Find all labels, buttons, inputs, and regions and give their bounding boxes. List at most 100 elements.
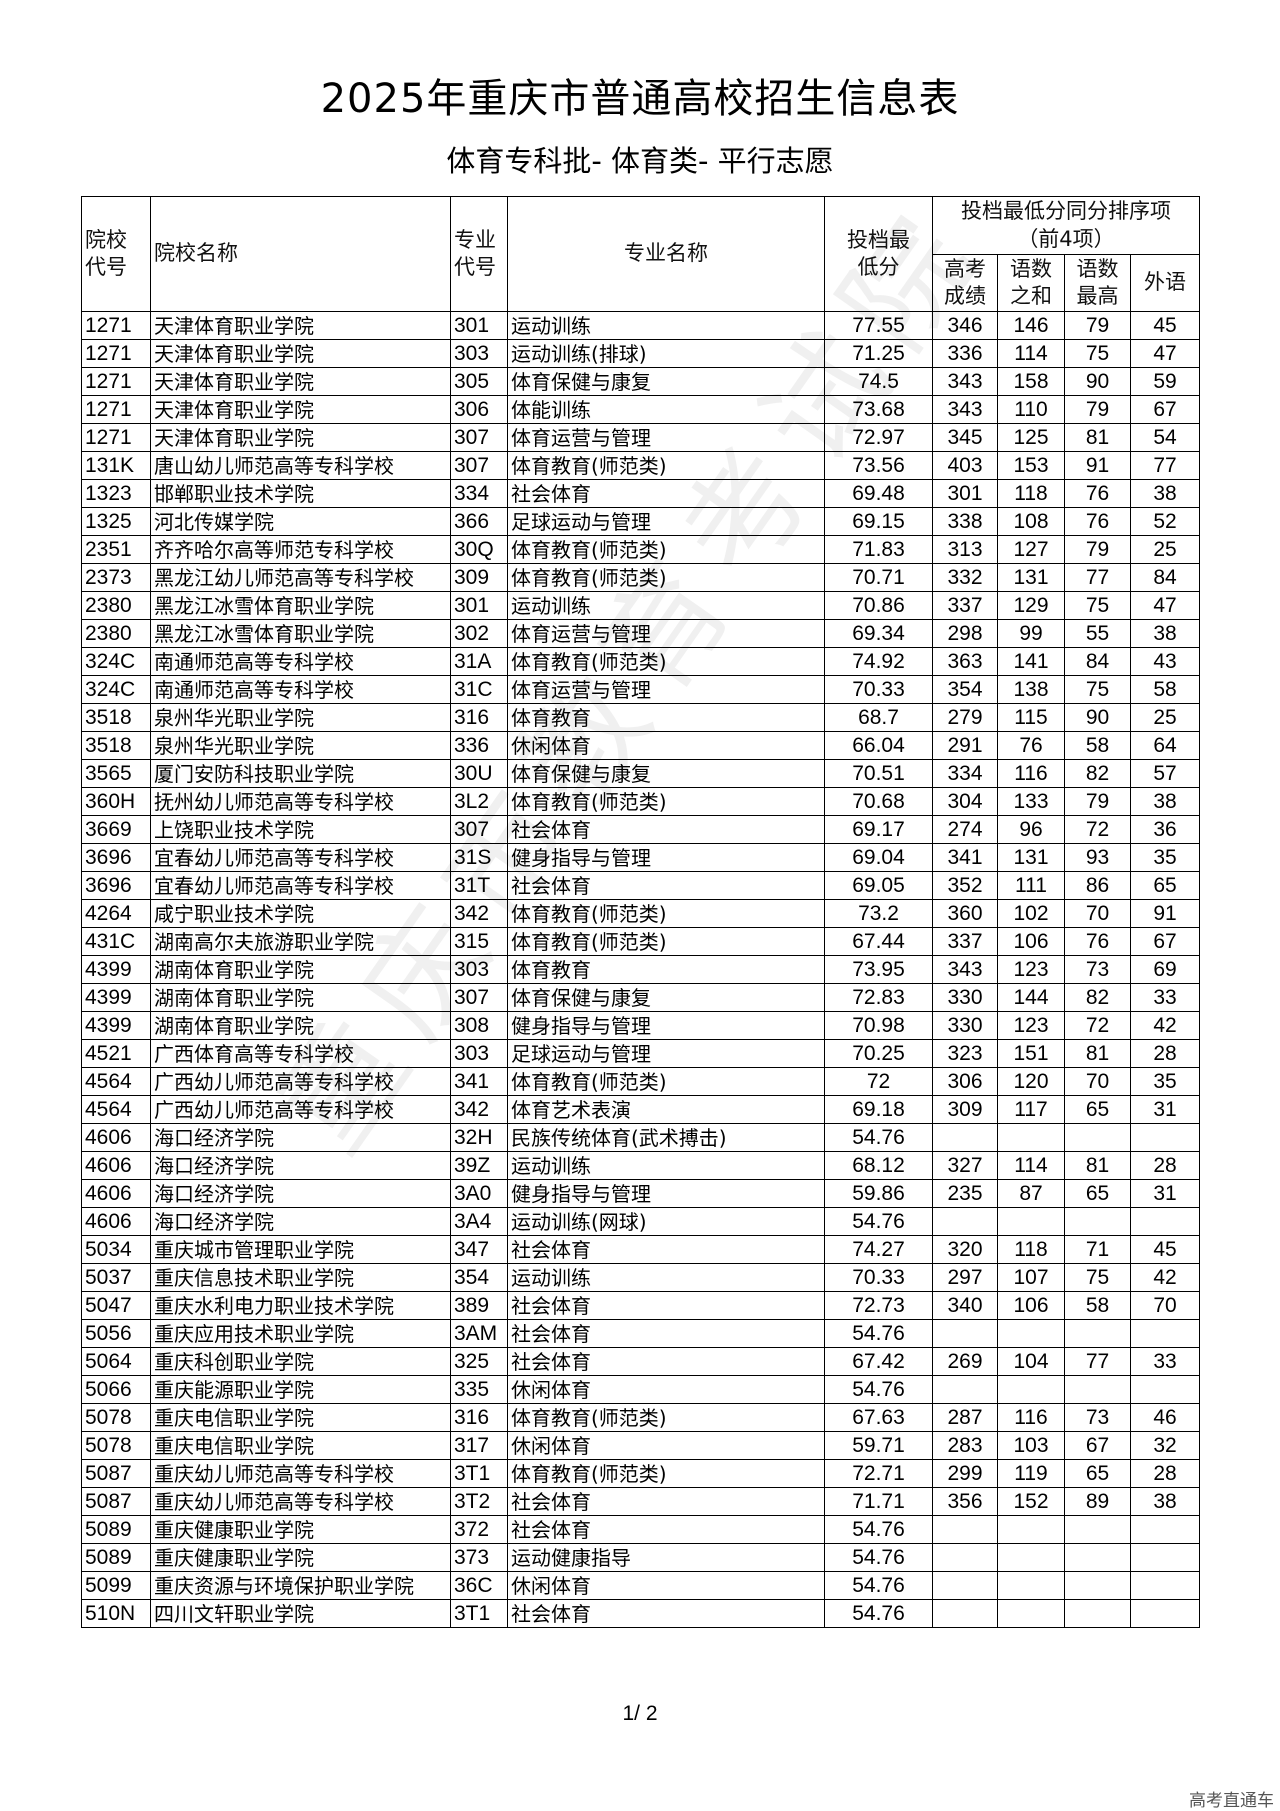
- school-code-cell: 4606: [81, 1123, 151, 1152]
- foreign-score-cell: [1130, 1599, 1200, 1628]
- major-name-cell: 社会体育: [507, 1599, 825, 1628]
- min-score-cell: 67.44: [824, 927, 933, 956]
- school-code-cell: 1271: [81, 395, 151, 424]
- table-row: 5034 重庆城市管理职业学院 347 社会体育 74.27 320 118 71 45: [81, 1235, 1200, 1264]
- table-row: 4264 咸宁职业技术学院 342 体育教育(师范类) 73.2 360 102 70 91: [81, 899, 1200, 928]
- chn-math-max-cell: [1064, 1319, 1131, 1348]
- min-score-cell: 70.98: [824, 1011, 933, 1040]
- gaokao-score-cell: 346: [932, 311, 998, 340]
- min-score-cell: 71.83: [824, 535, 933, 564]
- school-name-cell: 泉州华光职业学院: [150, 731, 451, 760]
- major-name-cell: 运动训练: [507, 1263, 825, 1292]
- table-row: 4521 广西体育高等专科学校 303 足球运动与管理 70.25 323 151 81 28: [81, 1039, 1200, 1068]
- header-chn-math-max: 语数最高: [1064, 254, 1131, 312]
- table-row: 4606 海口经济学院 32H 民族传统体育(武术搏击) 54.76: [81, 1123, 1200, 1152]
- table-row: 3696 宜春幼儿师范高等专科学校 31T 社会体育 69.05 352 111 86 65: [81, 871, 1200, 900]
- min-score-cell: 69.15: [824, 507, 933, 536]
- gaokao-score-cell: 287: [932, 1403, 998, 1432]
- school-name-cell: 湖南体育职业学院: [150, 955, 451, 984]
- table-row: 1271 天津体育职业学院 306 体能训练 73.68 343 110 79 67: [81, 395, 1200, 424]
- chn-math-max-cell: 84: [1064, 647, 1131, 676]
- min-score-cell: 70.25: [824, 1039, 933, 1068]
- foreign-score-cell: [1130, 1375, 1200, 1404]
- min-score-cell: 69.18: [824, 1095, 933, 1124]
- school-code-cell: 510N: [81, 1599, 151, 1628]
- foreign-score-cell: [1130, 1571, 1200, 1600]
- major-code-cell: 335: [450, 1375, 508, 1404]
- school-name-cell: 黑龙江冰雪体育职业学院: [150, 619, 451, 648]
- table-row: 4606 海口经济学院 39Z 运动训练 68.12 327 114 81 28: [81, 1151, 1200, 1180]
- major-name-cell: 社会体育: [507, 479, 825, 508]
- min-score-cell: 54.76: [824, 1599, 933, 1628]
- major-name-cell: 体育保健与康复: [507, 759, 825, 788]
- major-code-cell: 3A0: [450, 1179, 508, 1208]
- school-code-cell: 5034: [81, 1235, 151, 1264]
- table-row: 4399 湖南体育职业学院 307 体育保健与康复 72.83 330 144 82 33: [81, 983, 1200, 1012]
- min-score-cell: 54.76: [824, 1515, 933, 1544]
- foreign-score-cell: 25: [1130, 703, 1200, 732]
- gaokao-score-cell: 279: [932, 703, 998, 732]
- table-row: 5064 重庆科创职业学院 325 社会体育 67.42 269 104 77 33: [81, 1347, 1200, 1376]
- foreign-score-cell: 57: [1130, 759, 1200, 788]
- table-row: 4606 海口经济学院 3A0 健身指导与管理 59.86 235 87 65 31: [81, 1179, 1200, 1208]
- major-name-cell: 体育教育(师范类): [507, 787, 825, 816]
- school-code-cell: 4399: [81, 955, 151, 984]
- major-name-cell: 体育教育: [507, 955, 825, 984]
- major-name-cell: 休闲体育: [507, 731, 825, 760]
- gaokao-score-cell: 360: [932, 899, 998, 928]
- gaokao-score-cell: 298: [932, 619, 998, 648]
- major-name-cell: 体育教育(师范类): [507, 927, 825, 956]
- major-name-cell: 体育运营与管理: [507, 675, 825, 704]
- header-school-name: 院校名称: [150, 196, 451, 312]
- foreign-score-cell: 25: [1130, 535, 1200, 564]
- header-school-code: 院校代号: [81, 196, 151, 312]
- major-name-cell: 社会体育: [507, 815, 825, 844]
- gaokao-score-cell: 343: [932, 367, 998, 396]
- school-code-cell: 2351: [81, 535, 151, 564]
- gaokao-score-cell: 301: [932, 479, 998, 508]
- foreign-score-cell: 45: [1130, 311, 1200, 340]
- foreign-score-cell: [1130, 1207, 1200, 1236]
- major-code-cell: 334: [450, 479, 508, 508]
- min-score-cell: 54.76: [824, 1123, 933, 1152]
- school-code-cell: 1271: [81, 367, 151, 396]
- table-row: 2380 黑龙江冰雪体育职业学院 302 体育运营与管理 69.34 298 99 55 38: [81, 619, 1200, 648]
- school-name-cell: 广西幼儿师范高等专科学校: [150, 1095, 451, 1124]
- chn-math-sum-cell: 106: [997, 1291, 1065, 1320]
- school-code-cell: 4564: [81, 1067, 151, 1096]
- chn-math-sum-cell: 114: [997, 339, 1065, 368]
- min-score-cell: 74.27: [824, 1235, 933, 1264]
- foreign-score-cell: 67: [1130, 927, 1200, 956]
- chn-math-sum-cell: 141: [997, 647, 1065, 676]
- major-code-cell: 315: [450, 927, 508, 956]
- chn-math-max-cell: 90: [1064, 367, 1131, 396]
- major-name-cell: 足球运动与管理: [507, 507, 825, 536]
- foreign-score-cell: 32: [1130, 1431, 1200, 1460]
- gaokao-score-cell: 352: [932, 871, 998, 900]
- chn-math-max-cell: 65: [1064, 1095, 1131, 1124]
- foreign-score-cell: 59: [1130, 367, 1200, 396]
- chn-math-max-cell: 81: [1064, 1039, 1131, 1068]
- min-score-cell: 74.92: [824, 647, 933, 676]
- major-code-cell: 347: [450, 1235, 508, 1264]
- school-name-cell: 重庆幼儿师范高等专科学校: [150, 1487, 451, 1516]
- major-code-cell: 31T: [450, 871, 508, 900]
- major-name-cell: 社会体育: [507, 871, 825, 900]
- foreign-score-cell: [1130, 1543, 1200, 1572]
- chn-math-max-cell: 76: [1064, 479, 1131, 508]
- school-code-cell: 1271: [81, 311, 151, 340]
- school-code-cell: 4606: [81, 1179, 151, 1208]
- major-name-cell: 足球运动与管理: [507, 1039, 825, 1068]
- gaokao-score-cell: 235: [932, 1179, 998, 1208]
- gaokao-score-cell: 337: [932, 591, 998, 620]
- chn-math-max-cell: 73: [1064, 1403, 1131, 1432]
- major-code-cell: 308: [450, 1011, 508, 1040]
- major-name-cell: 体育保健与康复: [507, 983, 825, 1012]
- header-gaokao: 高考成绩: [932, 254, 998, 312]
- school-name-cell: 上饶职业技术学院: [150, 815, 451, 844]
- school-code-cell: 5064: [81, 1347, 151, 1376]
- school-name-cell: 重庆科创职业学院: [150, 1347, 451, 1376]
- chn-math-max-cell: 93: [1064, 843, 1131, 872]
- chn-math-sum-cell: 119: [997, 1459, 1065, 1488]
- chn-math-sum-cell: 118: [997, 479, 1065, 508]
